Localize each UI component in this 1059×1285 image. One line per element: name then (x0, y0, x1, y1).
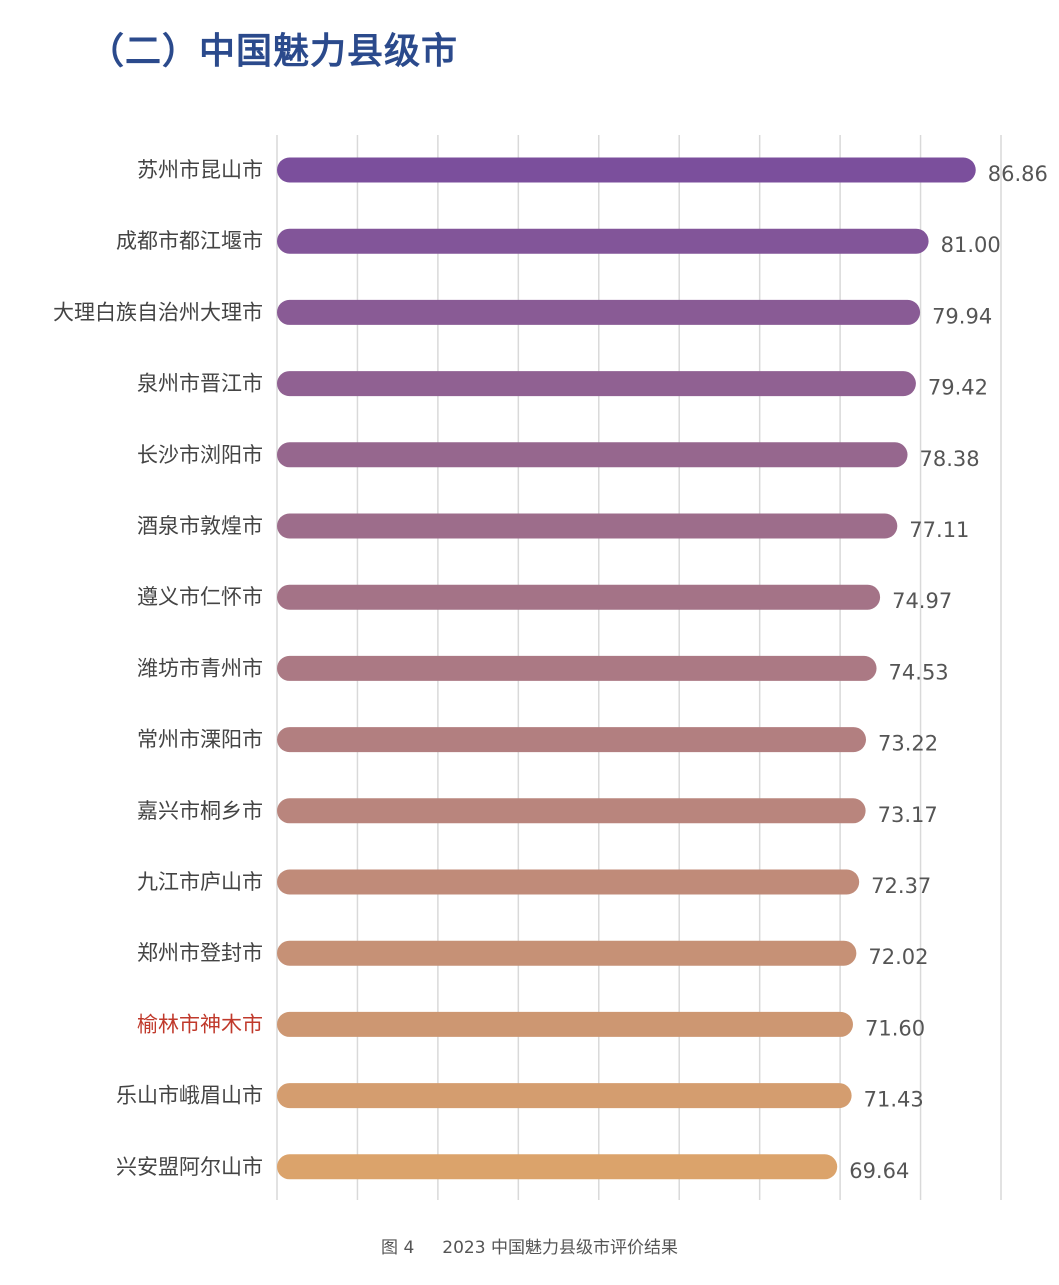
value-label: 86.86 (988, 162, 1048, 186)
category-label: 榆林市神木市 (137, 1012, 263, 1036)
category-label: 成都市都江堰市 (116, 229, 263, 253)
category-label: 郑州市登封市 (137, 941, 263, 965)
bar (277, 442, 908, 468)
bar (277, 371, 916, 397)
category-label: 常州市溧阳市 (137, 728, 263, 752)
value-label: 79.42 (928, 376, 988, 400)
value-label: 74.97 (892, 589, 952, 613)
chart-bars (277, 157, 976, 1180)
category-label: 遵义市仁怀市 (137, 585, 263, 609)
value-label: 74.53 (889, 660, 949, 684)
figure-title: 2023 中国魅力县级市评价结果 (442, 1238, 678, 1258)
category-label: 苏州市昆山市 (137, 158, 263, 182)
value-label: 72.37 (871, 874, 931, 898)
chart-value-labels: 86.86 81.00 79.94 79.42 78.38 77.11 74.97 74.53… (849, 162, 1048, 1183)
section-heading: （二）中国魅力县级市 (88, 31, 459, 72)
value-label: 69.64 (849, 1159, 909, 1183)
bar (277, 727, 867, 753)
bar (277, 584, 881, 610)
figure-number: 图 4 (381, 1238, 415, 1258)
bar (277, 513, 898, 539)
value-label: 73.17 (878, 803, 938, 827)
value-label: 72.02 (868, 945, 928, 969)
value-label: 71.60 (865, 1016, 925, 1040)
value-label: 81.00 (941, 233, 1001, 257)
category-label: 大理白族自治州大理市 (53, 300, 263, 324)
category-label: 酒泉市敦煌市 (137, 514, 263, 538)
bar (277, 1083, 852, 1109)
bar (277, 299, 921, 325)
bar (277, 1011, 853, 1037)
category-label: 泉州市晋江市 (137, 372, 263, 396)
bar (277, 798, 866, 824)
bar (277, 1154, 838, 1180)
category-label: 九江市庐山市 (137, 870, 263, 894)
category-label: 潍坊市青州市 (137, 656, 263, 680)
value-label: 78.38 (920, 447, 980, 471)
bar (277, 655, 877, 681)
category-label: 乐山市峨眉山市 (116, 1084, 263, 1108)
value-label: 73.22 (878, 732, 938, 756)
bar (277, 157, 976, 183)
value-label: 77.11 (909, 518, 969, 542)
value-label: 71.43 (864, 1088, 924, 1112)
chart-category-labels: 苏州市昆山市成都市都江堰市大理白族自治州大理市泉州市晋江市长沙市浏阳市酒泉市敦煌… (53, 158, 263, 1179)
bar (277, 228, 929, 254)
category-label: 兴安盟阿尔山市 (116, 1155, 263, 1179)
figure-caption: 图 4 2023 中国魅力县级市评价结果 (0, 1233, 1059, 1258)
category-label: 嘉兴市桐乡市 (137, 799, 263, 823)
bar (277, 869, 860, 895)
value-label: 79.94 (932, 304, 992, 328)
bar (277, 940, 857, 966)
category-label: 长沙市浏阳市 (137, 443, 263, 467)
